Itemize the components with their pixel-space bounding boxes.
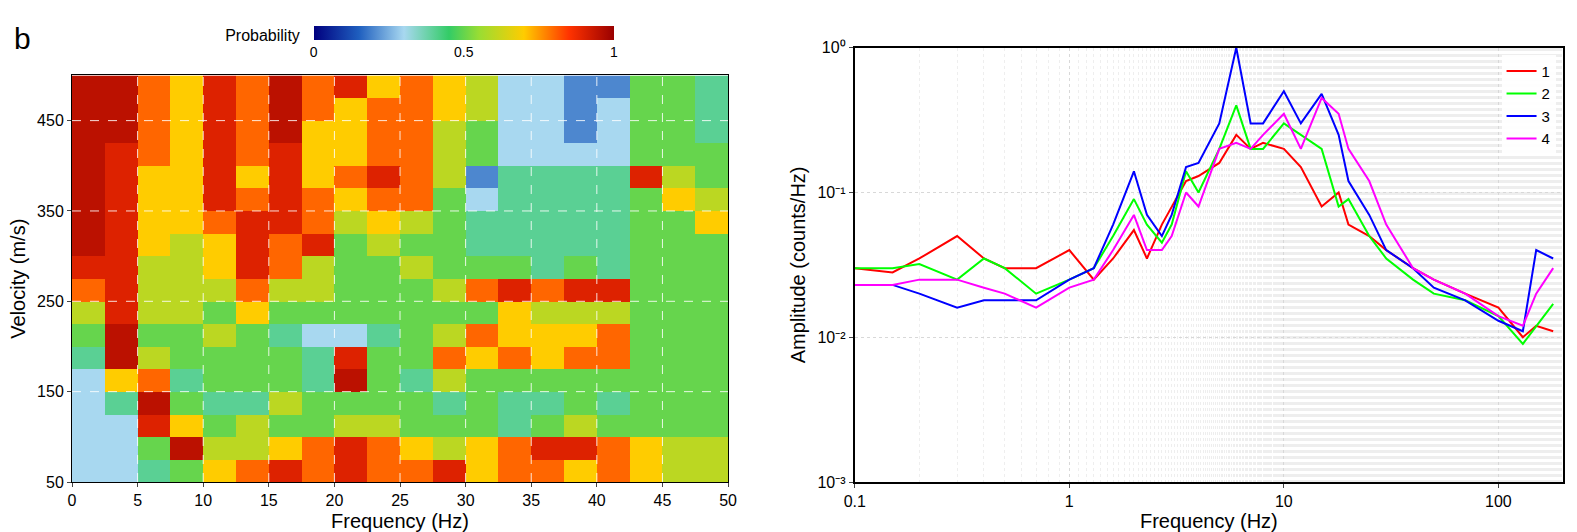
svg-text:45: 45 — [654, 492, 672, 509]
svg-text:150: 150 — [37, 383, 64, 400]
svg-text:10⁻²: 10⁻² — [817, 329, 846, 346]
svg-text:15: 15 — [260, 492, 278, 509]
svg-text:40: 40 — [588, 492, 606, 509]
svg-text:35: 35 — [522, 492, 540, 509]
svg-text:250: 250 — [37, 293, 64, 310]
svg-text:100: 100 — [1485, 493, 1512, 510]
svg-text:0: 0 — [310, 44, 318, 60]
svg-text:0.5: 0.5 — [454, 44, 474, 60]
svg-text:25: 25 — [391, 492, 409, 509]
svg-text:10: 10 — [1275, 493, 1293, 510]
svg-text:10⁰: 10⁰ — [822, 39, 846, 56]
svg-text:0: 0 — [68, 492, 77, 509]
svg-text:450: 450 — [37, 112, 64, 129]
svg-text:1: 1 — [610, 44, 618, 60]
svg-text:1: 1 — [1065, 493, 1074, 510]
svg-text:2: 2 — [1542, 85, 1550, 102]
svg-text:50: 50 — [719, 492, 737, 509]
svg-text:30: 30 — [457, 492, 475, 509]
svg-text:Frequency (Hz): Frequency (Hz) — [1140, 510, 1278, 532]
svg-text:10⁻³: 10⁻³ — [817, 474, 846, 491]
svg-text:Probability: Probability — [225, 27, 300, 44]
svg-text:4: 4 — [1542, 130, 1550, 147]
svg-text:Amplitude (counts/Hz): Amplitude (counts/Hz) — [787, 166, 809, 363]
svg-text:350: 350 — [37, 203, 64, 220]
svg-text:3: 3 — [1542, 108, 1550, 125]
svg-text:b: b — [14, 22, 31, 55]
svg-text:20: 20 — [326, 492, 344, 509]
svg-text:Velocity (m/s): Velocity (m/s) — [7, 219, 29, 339]
svg-text:50: 50 — [46, 474, 64, 491]
svg-text:Frequency (Hz): Frequency (Hz) — [331, 510, 469, 532]
svg-text:1: 1 — [1542, 63, 1550, 80]
svg-text:0.1: 0.1 — [844, 493, 866, 510]
svg-text:10: 10 — [194, 492, 212, 509]
svg-text:5: 5 — [133, 492, 142, 509]
svg-text:10⁻¹: 10⁻¹ — [817, 184, 845, 201]
